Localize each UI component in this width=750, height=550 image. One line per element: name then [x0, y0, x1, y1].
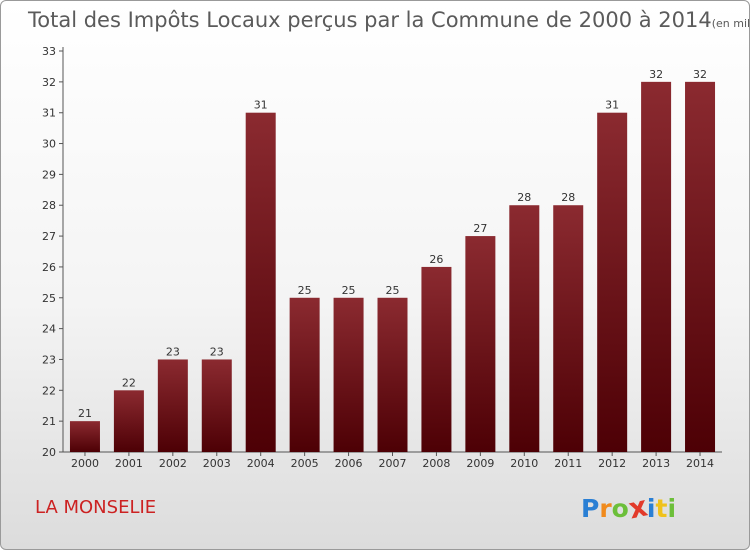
- data-label: 25: [386, 284, 400, 297]
- bar: [597, 112, 628, 452]
- data-label: 31: [254, 99, 268, 112]
- bar: [465, 236, 496, 452]
- data-label: 27: [473, 222, 487, 235]
- commune-name: LA MONSELIE: [35, 497, 157, 518]
- bar: [377, 297, 408, 452]
- bar: [69, 421, 100, 452]
- y-tick-label: 20: [42, 446, 56, 459]
- y-tick-label: 30: [42, 138, 56, 151]
- y-tick-label: 28: [42, 199, 56, 212]
- x-tick-label: 2010: [510, 457, 538, 470]
- y-tick-label: 23: [42, 353, 56, 366]
- y-tick-label: 33: [42, 45, 56, 58]
- logo-letter: o: [611, 494, 629, 523]
- x-tick-label: 2004: [247, 457, 275, 470]
- data-label: 28: [561, 191, 575, 204]
- data-label: 22: [122, 376, 136, 389]
- x-axis: 2000 2001 2002 2003 2004 2005 2006 2007 2008 2009…: [63, 451, 722, 470]
- bar: [553, 205, 584, 452]
- bar: [157, 359, 188, 452]
- chart-subtitle: (en milliers d'€): [711, 17, 750, 30]
- x-tick-label: 2007: [379, 457, 407, 470]
- logo-letter: i: [667, 494, 677, 523]
- data-label: 32: [649, 68, 663, 81]
- bar: [245, 112, 276, 452]
- y-tick-label: 32: [42, 76, 56, 89]
- bar: [685, 81, 716, 452]
- y-tick-label: 31: [42, 107, 56, 120]
- x-tick-label: 2005: [291, 457, 319, 470]
- data-label: 26: [429, 253, 443, 266]
- logo-letter: i: [646, 494, 656, 523]
- y-tick-label: 21: [42, 415, 56, 428]
- x-tick-label: 2009: [466, 457, 494, 470]
- bar: [113, 390, 144, 452]
- y-tick-label: 26: [42, 261, 56, 274]
- data-label: 32: [693, 68, 707, 81]
- y-tick-label: 22: [42, 384, 56, 397]
- bar: [289, 297, 320, 452]
- data-labels: 21 22 23 23 31 25 25 25 26 27 28 28 31 32 32: [78, 68, 707, 420]
- x-tick-label: 2002: [159, 457, 187, 470]
- x-tick-label: 2008: [422, 457, 450, 470]
- chart-title-text: Total des Impôts Locaux perçus par la Co…: [28, 8, 712, 32]
- logo-letter: P: [581, 494, 600, 523]
- y-tick-label: 27: [42, 230, 56, 243]
- bar: [641, 81, 672, 452]
- bar: [201, 359, 232, 452]
- data-label: 25: [342, 284, 356, 297]
- x-tick-label: 2014: [686, 457, 714, 470]
- x-tick-label: 2011: [554, 457, 582, 470]
- logo-letter: r: [599, 494, 612, 523]
- data-label: 31: [605, 99, 619, 112]
- y-tick-label: 25: [42, 292, 56, 305]
- x-tick-label: 2006: [335, 457, 363, 470]
- x-tick-label: 2001: [115, 457, 143, 470]
- data-label: 23: [210, 345, 224, 358]
- data-label: 21: [78, 407, 92, 420]
- x-tick-label: 2012: [598, 457, 626, 470]
- logo-letter: t: [655, 494, 668, 523]
- chart-title: Total des Impôts Locaux perçus par la Co…: [28, 8, 750, 32]
- data-label: 25: [298, 284, 312, 297]
- y-tick-label: 24: [42, 323, 56, 336]
- data-label: 28: [517, 191, 531, 204]
- proxiti-logo[interactable]: Proxiti: [581, 489, 677, 525]
- bar: [509, 205, 540, 452]
- bars: [69, 81, 716, 452]
- bar: [421, 266, 452, 452]
- y-tick-label: 29: [42, 168, 56, 181]
- data-label: 23: [166, 345, 180, 358]
- x-tick-label: 2003: [203, 457, 231, 470]
- x-tick-label: 2000: [71, 457, 99, 470]
- bar: [333, 297, 364, 452]
- y-axis: 20 21 22 23 24 25 26 27 28 29 30 31 32 33: [42, 45, 64, 459]
- x-tick-label: 2013: [642, 457, 670, 470]
